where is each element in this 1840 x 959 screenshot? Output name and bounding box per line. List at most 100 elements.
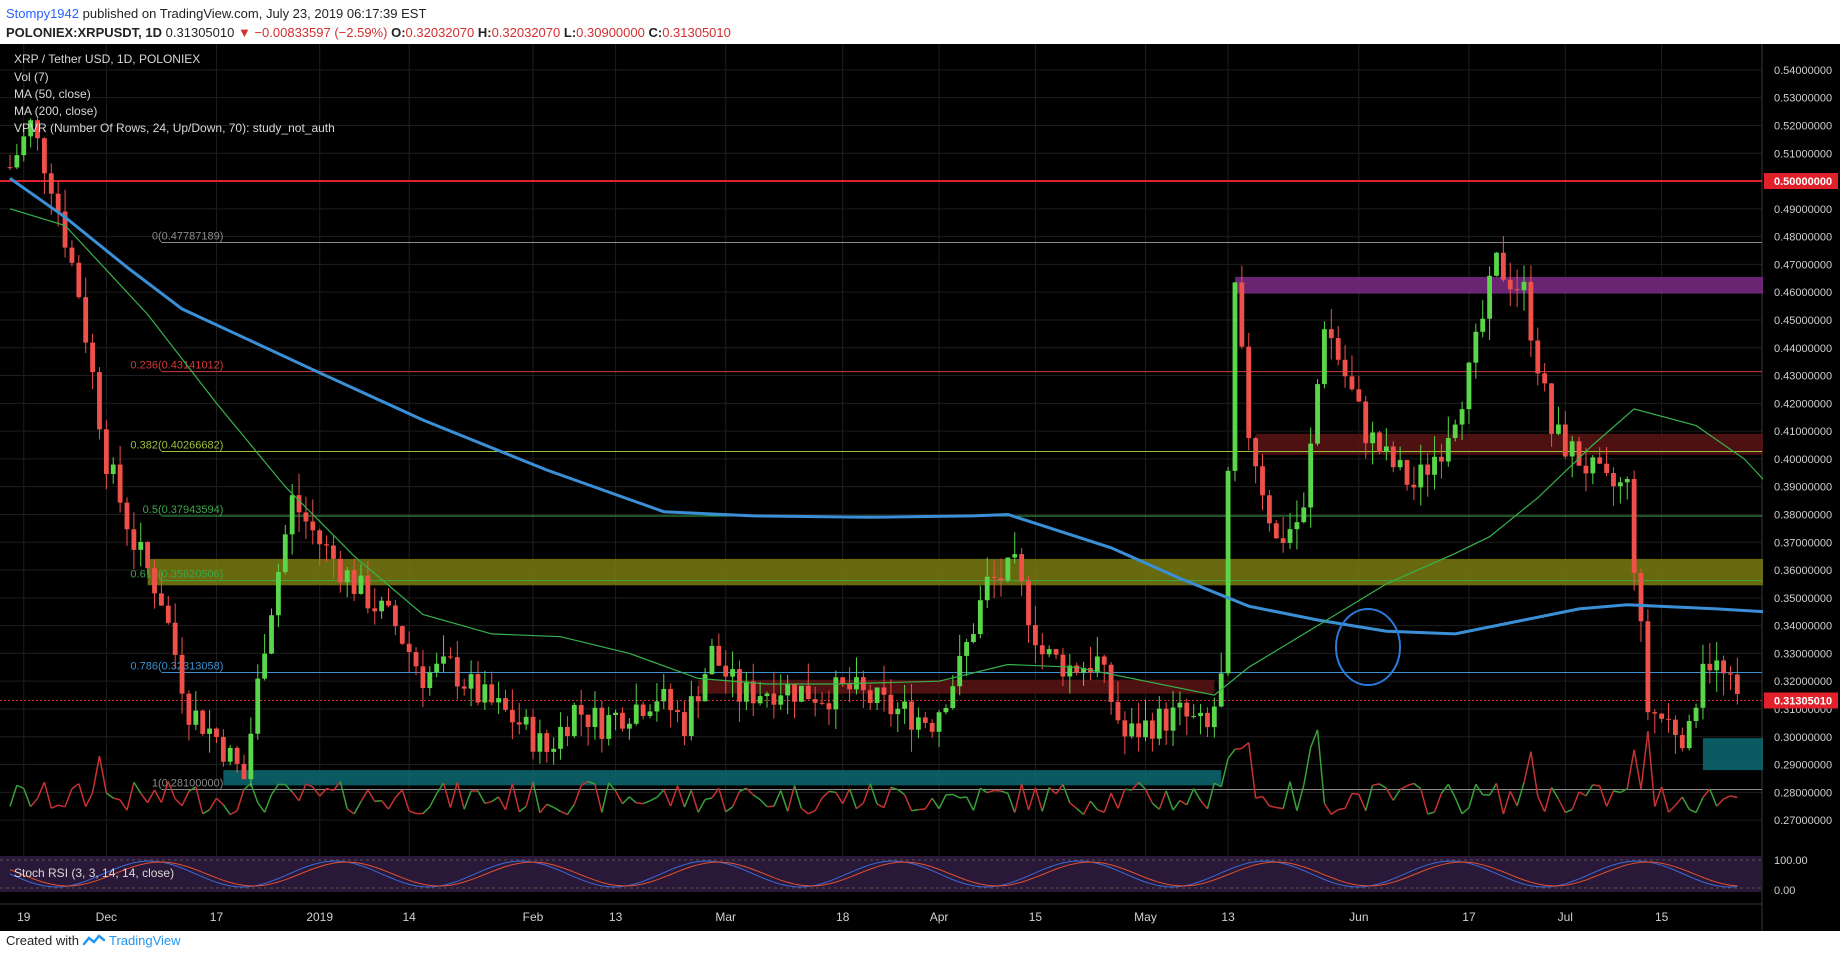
volume-segment — [1034, 787, 1044, 812]
candle-body — [1659, 713, 1665, 719]
last-price: 0.31305010 — [165, 25, 235, 40]
candle-body — [1652, 712, 1658, 714]
candle-body — [324, 544, 329, 546]
time-tick-label: 15 — [1655, 910, 1669, 924]
volume-segment — [704, 797, 713, 801]
volume-segment — [1276, 806, 1284, 810]
study-vpvr[interactable]: VPVR (Number Of Rows, 24, Up/Down, 70): … — [14, 121, 335, 135]
volume-segment — [1654, 786, 1663, 807]
study-stoch-rsi[interactable]: Stoch RSI (3, 3, 14, 14, close) — [14, 866, 175, 880]
time-tick-label: 13 — [1221, 910, 1235, 924]
volume-segment — [1619, 787, 1628, 794]
volume-segment — [903, 794, 913, 812]
volume-segment — [140, 792, 149, 804]
candle-body — [1673, 719, 1678, 736]
volume-segment — [842, 788, 851, 805]
candle-body — [399, 626, 405, 644]
high-label: H: — [477, 25, 492, 40]
volume-segment — [436, 782, 445, 795]
candle-body — [1535, 340, 1541, 374]
candle-body — [1094, 656, 1100, 673]
price-tick-label: 0.43000000 — [1774, 371, 1832, 383]
candle-body — [110, 464, 116, 474]
volume-segment — [821, 790, 830, 799]
candle-body — [1583, 465, 1589, 474]
volume-segment — [442, 782, 452, 808]
study-vol[interactable]: Vol (7) — [14, 70, 49, 84]
candle-body — [1500, 252, 1506, 280]
fib-label: 1(0.28100000) — [152, 778, 224, 790]
candle-body — [606, 715, 612, 739]
volume-segment — [1509, 791, 1518, 807]
candle-body — [48, 173, 54, 194]
candle-body — [193, 710, 199, 725]
study-ma50[interactable]: MA (50, close) — [14, 87, 91, 101]
volume-segment — [167, 781, 176, 800]
volume-segment — [113, 797, 121, 801]
volume-segment — [987, 789, 995, 794]
volume-segment — [1660, 786, 1670, 813]
candle-body — [833, 677, 839, 710]
candle-body — [1149, 720, 1155, 739]
volume-segment — [1550, 787, 1560, 800]
candle-body — [248, 733, 254, 780]
volume-segment — [1358, 793, 1367, 811]
volume-segment — [1605, 790, 1615, 807]
volume-segment — [319, 787, 328, 797]
candle-body — [922, 717, 928, 723]
volume-segment — [236, 789, 245, 812]
volume-segment — [1461, 807, 1470, 815]
candle-body — [723, 665, 729, 677]
volume-segment — [298, 783, 307, 801]
volume-segment — [1599, 785, 1608, 807]
volume-segment — [1420, 788, 1429, 815]
candle-body — [392, 605, 398, 627]
volume-segment — [160, 781, 169, 803]
candle-body — [1562, 424, 1568, 457]
volume-segment — [64, 788, 73, 808]
candle-body — [874, 687, 880, 703]
price-tick-label: 0.46000000 — [1774, 287, 1832, 299]
candle-body — [97, 372, 102, 430]
volume-segment — [1385, 787, 1394, 801]
volume-segment — [1613, 790, 1621, 794]
candle-body — [1549, 383, 1554, 434]
candle-body — [1315, 384, 1320, 444]
volume-segment — [862, 783, 871, 804]
price-chart[interactable]: 0(0.47787189) 0.236(0.43141012) 0.382(0.40… — [0, 44, 1840, 931]
volume-segment — [725, 806, 734, 813]
candle-body — [819, 702, 825, 704]
volume-segment — [539, 803, 548, 814]
candle-body — [1645, 621, 1651, 713]
volume-segment — [305, 783, 314, 788]
volume-segment — [669, 785, 679, 807]
volume-segment — [1427, 811, 1435, 815]
volume-segment — [697, 799, 706, 813]
volume-segment — [1640, 731, 1649, 790]
tradingview-link[interactable]: TradingView — [108, 933, 181, 948]
volume-segment — [1413, 782, 1422, 790]
candle-body — [1542, 373, 1548, 384]
volume-segment — [1062, 784, 1071, 804]
time-axis[interactable]: 19 Dec 17 2019 14 Feb 13 Mar 18 Apr 15 May 13 Jun 17 Ju… — [17, 910, 1669, 924]
volume-segment — [422, 806, 431, 815]
volume-segment — [16, 784, 25, 790]
volume-segment — [511, 783, 520, 812]
volume-segment — [587, 780, 596, 785]
volume-segment — [897, 788, 906, 796]
candle-body — [1225, 470, 1231, 674]
candle-body — [881, 687, 887, 695]
candle-body — [771, 693, 777, 705]
candle-body — [929, 722, 935, 732]
candle-body — [90, 342, 95, 373]
price-axis[interactable]: 0.54000000 0.53000000 0.52000000 0.51000000… — [1763, 44, 1840, 931]
candle-body — [1177, 702, 1183, 708]
study-ma200[interactable]: MA (200, close) — [14, 104, 98, 118]
price-tick-label: 0.30000000 — [1774, 732, 1832, 744]
candle-body — [303, 512, 309, 522]
author-link[interactable]: Stompy1942 — [6, 6, 79, 21]
candle-body — [21, 136, 27, 156]
volume-segment — [1007, 793, 1016, 813]
chart-area[interactable]: 0(0.47787189) 0.236(0.43141012) 0.382(0.40… — [0, 44, 1840, 931]
price-axis-bg — [1763, 44, 1840, 931]
